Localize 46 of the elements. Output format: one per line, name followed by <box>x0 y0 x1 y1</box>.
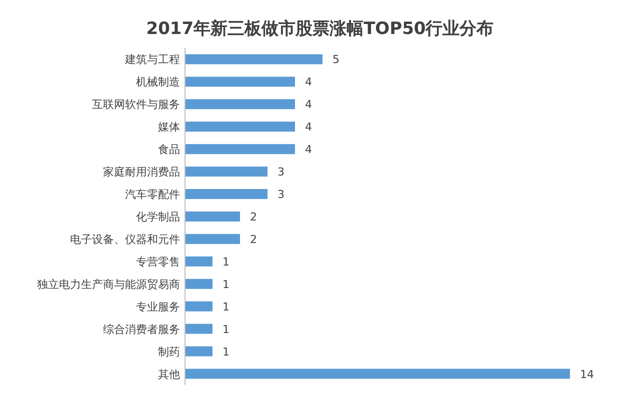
y-tick-label: 其他 <box>158 368 180 381</box>
y-tick-label: 化学制品 <box>136 210 180 224</box>
y-tick-label: 制药 <box>158 345 180 358</box>
data-label: 4 <box>305 143 312 156</box>
y-tick-label: 食品 <box>158 143 180 156</box>
data-label: 2 <box>250 210 257 224</box>
y-tick-label: 机械制造 <box>136 76 180 89</box>
bar <box>185 189 268 200</box>
data-label: 1 <box>222 255 230 268</box>
y-tick-label: 建筑与工程 <box>124 53 180 66</box>
data-label: 1 <box>222 278 230 291</box>
data-label: 4 <box>305 76 312 89</box>
bar <box>185 301 212 312</box>
y-tick-label: 家庭耐用消费品 <box>103 166 180 179</box>
y-tick-label: 汽车零配件 <box>125 188 180 202</box>
chart-title: 2017年新三板做市股票涨幅TOP50行业分布 <box>146 19 494 39</box>
bar <box>185 278 212 289</box>
bar <box>185 346 212 356</box>
bar <box>185 76 295 87</box>
bar <box>185 166 268 177</box>
data-label: 1 <box>222 345 230 358</box>
bar <box>185 324 212 334</box>
bar <box>185 234 240 244</box>
bar <box>185 256 212 266</box>
y-tick-label: 专营零售 <box>136 255 180 268</box>
data-label: 1 <box>222 300 230 314</box>
y-tick-label: 互联网软件与服务 <box>92 98 180 112</box>
data-label: 4 <box>305 120 312 134</box>
data-label: 3 <box>278 188 284 202</box>
bar <box>185 368 570 379</box>
y-tick-label: 综合消费者服务 <box>103 322 180 336</box>
data-label: 14 <box>580 368 594 381</box>
bar <box>185 99 295 110</box>
data-label: 5 <box>332 53 340 66</box>
data-label: 1 <box>222 322 230 336</box>
data-label: 4 <box>305 98 312 112</box>
y-tick-label: 电子设备、仪器和元件 <box>70 232 180 246</box>
data-label: 2 <box>250 232 257 246</box>
data-label: 3 <box>278 166 284 179</box>
bar <box>185 212 240 222</box>
bar <box>185 54 322 64</box>
y-tick-label: 媒体 <box>158 120 180 134</box>
y-tick-label: 独立电力生产商与能源贸易商 <box>37 278 180 291</box>
bar <box>185 122 295 132</box>
y-tick-label: 专业服务 <box>136 300 180 314</box>
bar <box>185 144 295 154</box>
